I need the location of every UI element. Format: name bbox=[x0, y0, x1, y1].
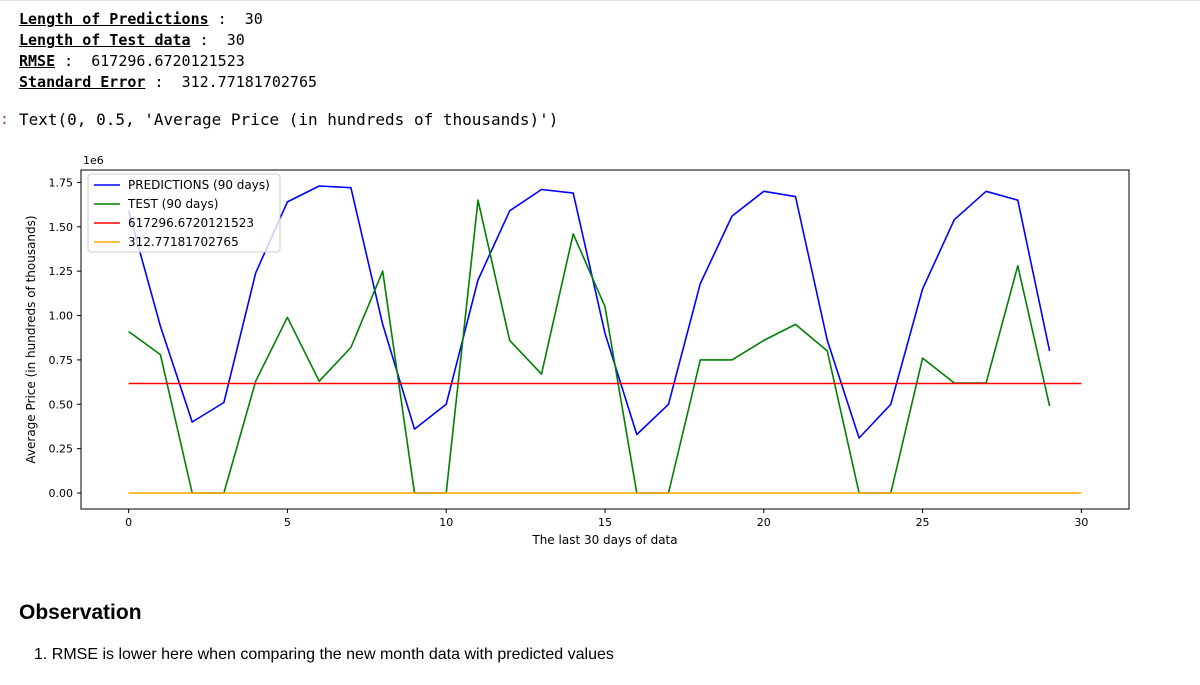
stat-value: 30 bbox=[244, 10, 263, 28]
observation-item: RMSE is lower here when comparing the ne… bbox=[51, 646, 614, 663]
y-tick-label: 1.25 bbox=[49, 265, 74, 278]
observation-title: Observation bbox=[19, 601, 142, 624]
observation-list: 1. RMSE is lower here when comparing the… bbox=[34, 646, 614, 664]
legend-entry: 617296.6720121523 bbox=[128, 216, 254, 230]
x-tick-label: 25 bbox=[916, 516, 930, 529]
stat-row: RMSE : 617296.6720121523 bbox=[19, 51, 317, 72]
line-chart: 0 5 10 15 20 25 30 0.00 0.25 0.50 0.75 1.00 1.25 1.50… bbox=[24, 154, 1130, 547]
cell-divider bbox=[0, 0, 1200, 1]
stat-key: Length of Predictions bbox=[19, 10, 209, 28]
output-text: Text(0, 0.5, 'Average Price (in hundreds… bbox=[19, 110, 559, 129]
output-prompt-marker: : bbox=[0, 110, 10, 128]
stat-value: 312.77181702765 bbox=[181, 73, 318, 91]
x-tick-label: 0 bbox=[125, 516, 132, 529]
legend-entry: PREDICTIONS (90 days) bbox=[128, 178, 270, 192]
stat-separator: : bbox=[190, 31, 227, 49]
stats-output: Length of Predictions : 30 Length of Tes… bbox=[19, 9, 317, 93]
stat-value: 30 bbox=[226, 31, 245, 49]
stat-key: RMSE bbox=[19, 52, 56, 70]
x-axis-label: The last 30 days of data bbox=[531, 533, 677, 547]
y-tick-label: 1.50 bbox=[49, 221, 74, 234]
x-tick-label: 10 bbox=[439, 516, 453, 529]
stat-separator: : bbox=[55, 52, 92, 70]
stat-separator: : bbox=[208, 10, 245, 28]
legend-entry: 312.77181702765 bbox=[128, 235, 239, 249]
list-number: 1. bbox=[34, 646, 52, 663]
y-axis-label: Average Price (in hundreds of thousands) bbox=[24, 215, 38, 463]
stat-separator: : bbox=[145, 73, 182, 91]
series-line bbox=[127, 185, 1051, 439]
axis-offset-label: 1e6 bbox=[83, 154, 104, 167]
stat-key: Standard Error bbox=[19, 73, 146, 91]
y-tick-label: 0.00 bbox=[49, 487, 74, 500]
stat-row: Length of Test data : 30 bbox=[19, 30, 317, 51]
x-tick-label: 30 bbox=[1074, 516, 1088, 529]
y-tick-label: 1.00 bbox=[49, 310, 74, 323]
legend-box bbox=[87, 173, 281, 253]
stat-row: Length of Predictions : 30 bbox=[19, 9, 317, 30]
stat-value: 617296.6720121523 bbox=[91, 52, 245, 70]
x-tick-label: 20 bbox=[757, 516, 771, 529]
x-tick-label: 15 bbox=[598, 516, 612, 529]
stat-row: Standard Error : 312.77181702765 bbox=[19, 72, 317, 93]
y-tick-label: 0.50 bbox=[49, 398, 74, 411]
y-tick-label: 0.75 bbox=[49, 354, 74, 367]
x-tick-label: 5 bbox=[284, 516, 291, 529]
y-tick-label: 1.75 bbox=[49, 176, 74, 189]
y-tick-label: 0.25 bbox=[49, 443, 74, 456]
stat-key: Length of Test data bbox=[19, 31, 191, 49]
series-line bbox=[128, 199, 1051, 494]
legend-entry: TEST (90 days) bbox=[127, 197, 218, 211]
